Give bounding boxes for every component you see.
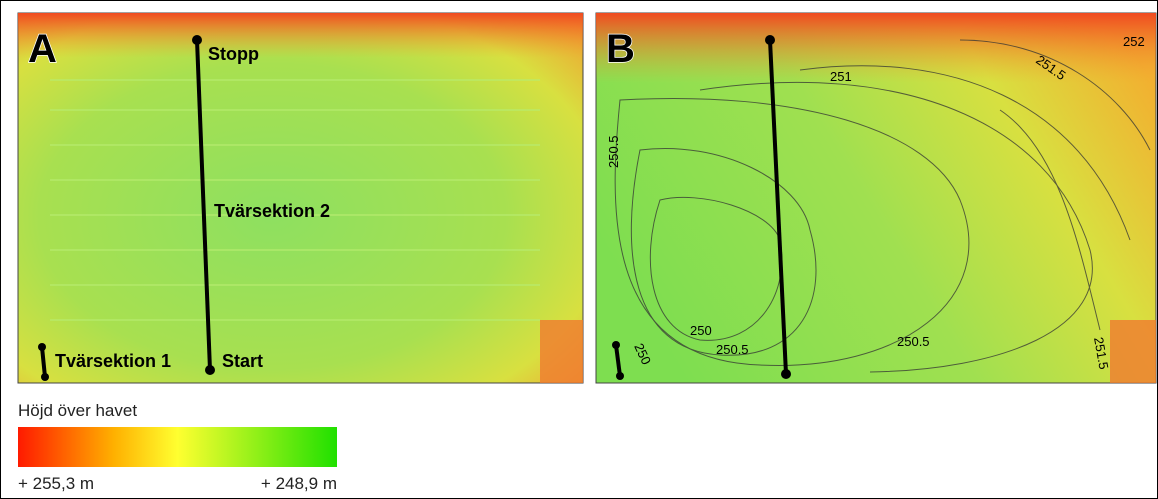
annotation: Tvärsektion 2	[214, 201, 330, 221]
annotation: Start	[222, 351, 263, 371]
color-ramp	[18, 427, 337, 467]
panel-label: A	[28, 27, 57, 71]
contour-label: 251	[830, 69, 852, 84]
legend: Höjd över havet + 255,3 m + 248,9 m	[18, 401, 337, 493]
figure: A Stopp Tvärsektion 2 Tvärsektion 1 Star…	[0, 0, 1158, 499]
panel-a: A Stopp Tvärsektion 2 Tvärsektion 1 Star…	[18, 13, 583, 383]
contour-label: 250.5	[716, 342, 749, 357]
contour-label: 250.5	[897, 334, 930, 349]
contour-label: 250	[690, 323, 712, 338]
panel-label: B	[606, 27, 635, 71]
contour-label: 250.5	[606, 135, 621, 168]
annotation: Tvärsektion 1	[55, 351, 171, 371]
annotation: Stopp	[208, 44, 259, 64]
panel-b: B 252 251 251.5 250.5 250 250 250.5 250.…	[596, 13, 1156, 383]
legend-low: + 248,9 m	[261, 474, 337, 493]
legend-title: Höjd över havet	[18, 401, 137, 420]
legend-high: + 255,3 m	[18, 474, 94, 493]
contour-label: 252	[1123, 34, 1145, 49]
